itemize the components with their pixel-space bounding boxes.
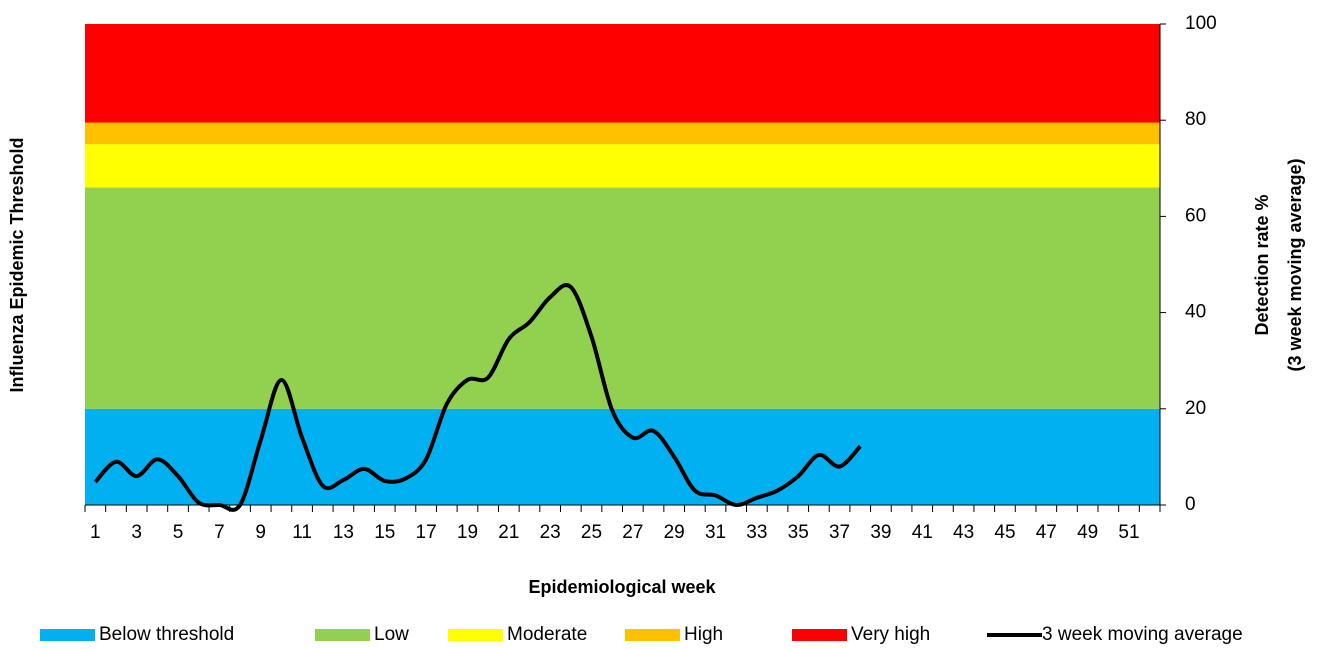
threshold-band: [85, 122, 1160, 145]
legend-label: 3 week moving average: [1042, 624, 1243, 645]
y2-tick-label: 80: [1185, 109, 1206, 130]
y2-tick-label: 60: [1185, 205, 1206, 226]
x-tick-label: 3: [131, 522, 142, 543]
x-tick-label: 51: [1118, 522, 1139, 543]
x-tick-label: 15: [374, 522, 395, 543]
line-series: [93, 283, 862, 512]
x-tick-label: 39: [870, 522, 891, 543]
x-tick-label: 45: [994, 522, 1015, 543]
legend-swatch: [448, 629, 503, 641]
x-tick-label: 41: [912, 522, 933, 543]
x-tick-label: 23: [540, 522, 561, 543]
x-axis-title: Epidemiological week: [528, 577, 716, 597]
x-tick-label: 25: [581, 522, 602, 543]
y2-tick-label: 20: [1185, 398, 1206, 419]
x-tick-label: 19: [457, 522, 478, 543]
legend-label: Below threshold: [99, 624, 234, 645]
x-tick-label: 13: [333, 522, 354, 543]
x-tick-label: 37: [829, 522, 850, 543]
x-tick-label: 21: [498, 522, 519, 543]
x-tick-label: 11: [292, 522, 312, 543]
legend-swatch: [40, 629, 95, 641]
x-tick-label: 5: [173, 522, 184, 543]
legend-label: Moderate: [507, 624, 587, 645]
x-tick-label: 9: [255, 522, 266, 543]
x-tick-label: 17: [416, 522, 437, 543]
y2-axis-title: (3 week moving average): [1285, 158, 1305, 371]
x-tick-label: 43: [953, 522, 974, 543]
y2-tick-label: 100: [1185, 13, 1217, 34]
y2-tick-label: 40: [1185, 302, 1206, 323]
x-tick-label: 49: [1077, 522, 1098, 543]
x-tick-label: 47: [1036, 522, 1057, 543]
legend-swatch: [315, 629, 370, 641]
x-tick-label: 31: [705, 522, 726, 543]
x-tick-label: 29: [664, 522, 685, 543]
x-tick-label: 33: [746, 522, 767, 543]
legend-label: High: [684, 624, 723, 645]
threshold-band: [85, 187, 1160, 409]
y2-axis-title: Detection rate %: [1252, 194, 1272, 335]
legend-label: Very high: [851, 624, 930, 645]
x-tick-label: 7: [214, 522, 225, 543]
y2-tick-label: 0: [1185, 494, 1196, 515]
legend-swatch: [792, 629, 847, 641]
threshold-band: [85, 144, 1160, 188]
y-axis-title: Influenza Epidemic Threshold: [7, 137, 27, 392]
legend-label: Low: [374, 624, 409, 645]
x-tick-label: 35: [788, 522, 809, 543]
x-tick-label: 27: [622, 522, 643, 543]
x-tick-label: 1: [90, 522, 101, 543]
legend-swatch: [625, 629, 680, 641]
threshold-band: [85, 24, 1160, 123]
